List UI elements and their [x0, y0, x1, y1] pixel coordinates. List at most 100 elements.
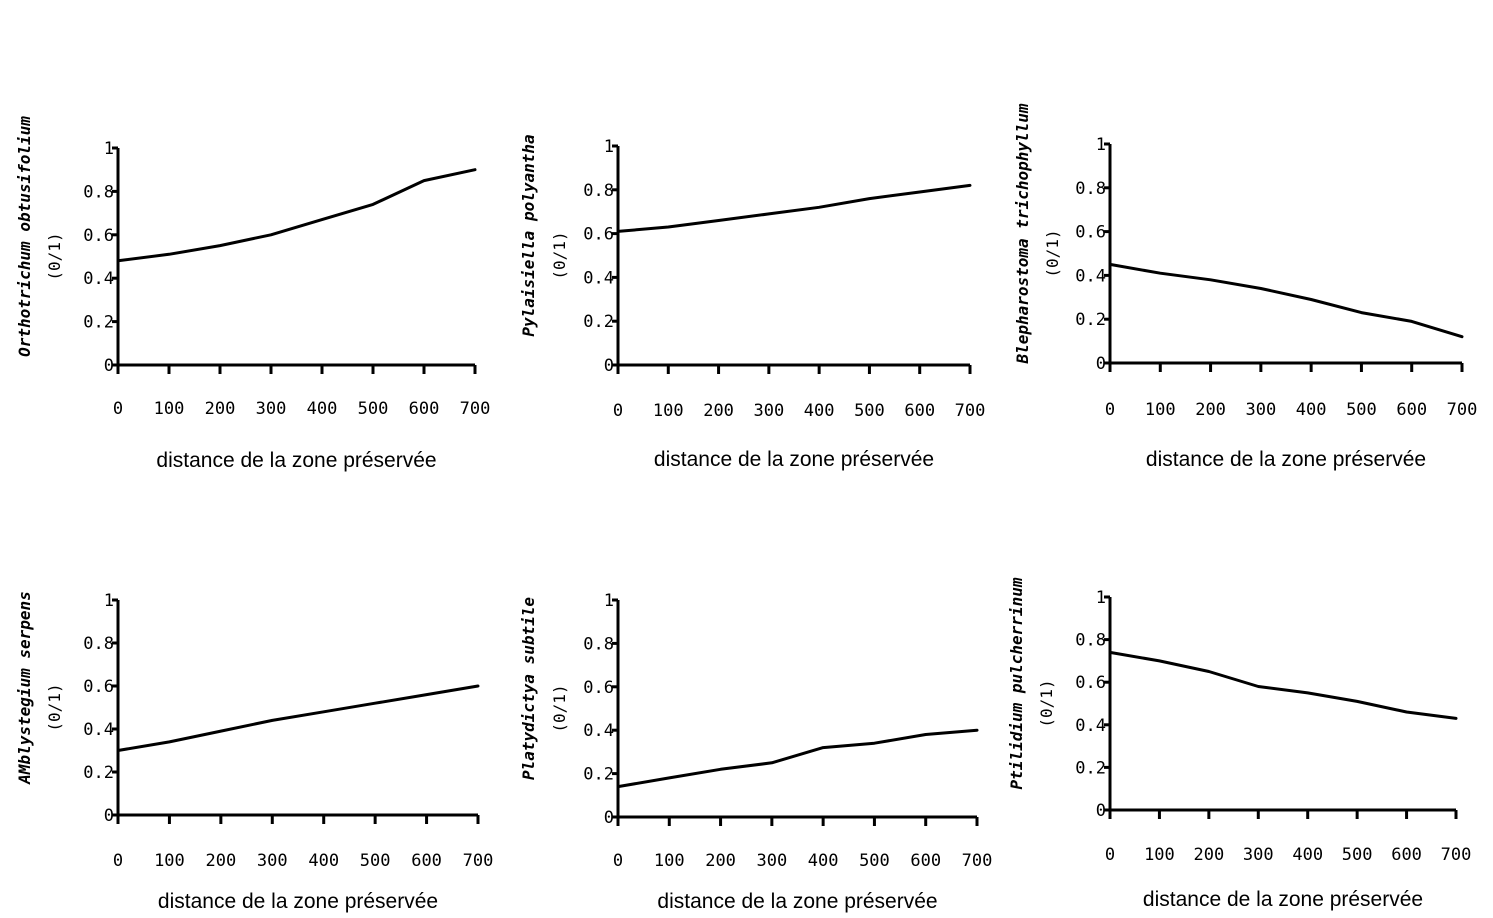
- x-tick-label: 700: [460, 399, 491, 419]
- y-axis-unit-label: (0/1): [1037, 679, 1056, 727]
- x-tick-label: 400: [1292, 845, 1323, 865]
- x-tick-label: 500: [859, 851, 890, 871]
- y-tick-label: 1: [604, 137, 614, 157]
- x-tick-label: 0: [113, 399, 123, 419]
- y-tick-label: 0.4: [83, 720, 114, 740]
- y-tick-label: 0.6: [83, 226, 114, 246]
- x-tick-label: 200: [703, 401, 734, 421]
- x-tick-label: 100: [1145, 400, 1176, 420]
- x-tick-label: 700: [463, 851, 494, 871]
- x-tick-label: 300: [1245, 400, 1276, 420]
- y-tick-label: 0.2: [83, 763, 114, 783]
- x-axis-label: distance de la zone préservée: [1143, 888, 1423, 911]
- y-tick-label: 0: [1096, 354, 1106, 374]
- x-tick-label: 200: [705, 851, 736, 871]
- y-axis-unit-label: (0/1): [1043, 229, 1062, 277]
- series-line: [1108, 262, 1464, 339]
- x-axis-label: distance de la zone préservée: [654, 448, 934, 471]
- x-tick-label: 700: [1441, 845, 1472, 865]
- chart-panel-2: 0 0.2 0.4 0.6 0.8 1 0 100 200 300 400 500 600 700 dist…: [519, 134, 985, 471]
- x-tick-label: 300: [1243, 845, 1274, 865]
- y-tick-label: 0.6: [583, 225, 614, 245]
- x-tick-label: 400: [1296, 400, 1327, 420]
- x-tick-label: 300: [257, 851, 288, 871]
- x-tick-label: 500: [1346, 400, 1377, 420]
- x-tick-label: 100: [154, 399, 185, 419]
- chart-panel-3: 0 0.2 0.4 0.6 0.8 1 0 100 200 300 400 500 600 700 dist…: [1013, 103, 1477, 471]
- x-tick-label: 400: [307, 399, 338, 419]
- x-tick-label: 100: [654, 851, 685, 871]
- y-tick-label: 0.8: [583, 181, 614, 201]
- y-tick-label: 0: [604, 356, 614, 376]
- x-tick-label: 200: [1195, 400, 1226, 420]
- chart-panel-4: 0 0.2 0.4 0.6 0.8 1 0 100 200 300 400 500 600 700 dist…: [15, 591, 493, 913]
- y-tick-label: 0.8: [83, 634, 114, 654]
- x-tick-label: 600: [1391, 845, 1422, 865]
- x-tick-label: 0: [1105, 400, 1115, 420]
- series-line: [616, 183, 972, 233]
- y-tick-label: 0.6: [583, 678, 614, 698]
- chart-panel-6: 0 0.2 0.4 0.6 0.8 1 0 100 200 300 400 500 600 700 dist…: [1007, 577, 1471, 911]
- x-axis-label: distance de la zone préservée: [158, 890, 438, 913]
- y-tick-label: 0: [1096, 801, 1106, 821]
- x-tick-label: 100: [653, 401, 684, 421]
- y-axis-unit-label: (0/1): [550, 231, 569, 279]
- x-tick-label: 0: [1105, 845, 1115, 865]
- x-tick-label: 0: [113, 851, 123, 871]
- y-axis-species-label: AMblystegium serpens: [15, 591, 34, 785]
- x-tick-label: 500: [1342, 845, 1373, 865]
- y-tick-label: 0.4: [583, 268, 614, 288]
- series-line: [1108, 650, 1458, 720]
- y-axis-unit-label: (0/1): [45, 683, 64, 731]
- x-tick-label: 300: [756, 851, 787, 871]
- x-tick-label: 600: [1396, 400, 1427, 420]
- y-axis-species-label: Platydictya subtile: [519, 597, 538, 780]
- y-tick-label: 0.6: [83, 677, 114, 697]
- y-tick-label: 0.8: [583, 634, 614, 654]
- y-tick-label: 0.2: [583, 312, 614, 332]
- y-tick-label: 0.2: [1075, 310, 1106, 330]
- x-tick-label: 500: [360, 851, 391, 871]
- y-tick-label: 0.2: [1075, 758, 1106, 778]
- x-tick-label: 100: [154, 851, 185, 871]
- x-tick-label: 600: [910, 851, 941, 871]
- x-tick-label: 600: [904, 401, 935, 421]
- y-tick-label: 0.4: [83, 269, 114, 289]
- y-tick-label: 0.6: [1075, 223, 1106, 243]
- x-tick-label: 500: [358, 399, 389, 419]
- x-tick-label: 700: [1447, 400, 1478, 420]
- y-tick-label: 0.4: [583, 721, 614, 741]
- x-tick-label: 400: [808, 851, 839, 871]
- x-tick-label: 0: [613, 851, 623, 871]
- y-axis-species-label: Pylaisiella polyantha: [519, 134, 538, 336]
- x-tick-label: 200: [1193, 845, 1224, 865]
- y-tick-label: 0.2: [83, 313, 114, 333]
- y-axis-unit-label: (0/1): [550, 684, 569, 732]
- y-tick-label: 0.8: [83, 182, 114, 202]
- y-tick-label: 0.6: [1075, 673, 1106, 693]
- x-tick-label: 400: [308, 851, 339, 871]
- y-tick-label: 1: [1096, 588, 1106, 608]
- x-tick-label: 700: [962, 851, 993, 871]
- x-tick-label: 300: [256, 399, 287, 419]
- x-tick-label: 600: [409, 399, 440, 419]
- series-line: [116, 684, 480, 752]
- y-tick-label: 0.4: [1075, 266, 1106, 286]
- y-tick-label: 1: [1096, 135, 1106, 155]
- y-axis-unit-label: (0/1): [45, 232, 64, 280]
- chart-panel-5: 0 0.2 0.4 0.6 0.8 1 0 100 200 300 400 500 600 700 dist…: [519, 591, 992, 913]
- y-tick-label: 0: [104, 356, 114, 376]
- y-tick-label: 0.8: [1075, 631, 1106, 651]
- series-line: [616, 728, 979, 789]
- x-tick-label: 0: [613, 401, 623, 421]
- y-axis-species-label: Blepharostoma trichophyllum: [1013, 103, 1032, 364]
- y-tick-label: 1: [104, 139, 114, 159]
- y-tick-label: 0: [104, 806, 114, 826]
- x-tick-label: 200: [205, 851, 236, 871]
- y-tick-label: 0.4: [1075, 716, 1106, 736]
- x-axis-label: distance de la zone préservée: [1146, 448, 1426, 471]
- x-tick-label: 700: [955, 401, 986, 421]
- y-tick-label: 0.8: [1075, 179, 1106, 199]
- y-tick-label: 1: [604, 591, 614, 611]
